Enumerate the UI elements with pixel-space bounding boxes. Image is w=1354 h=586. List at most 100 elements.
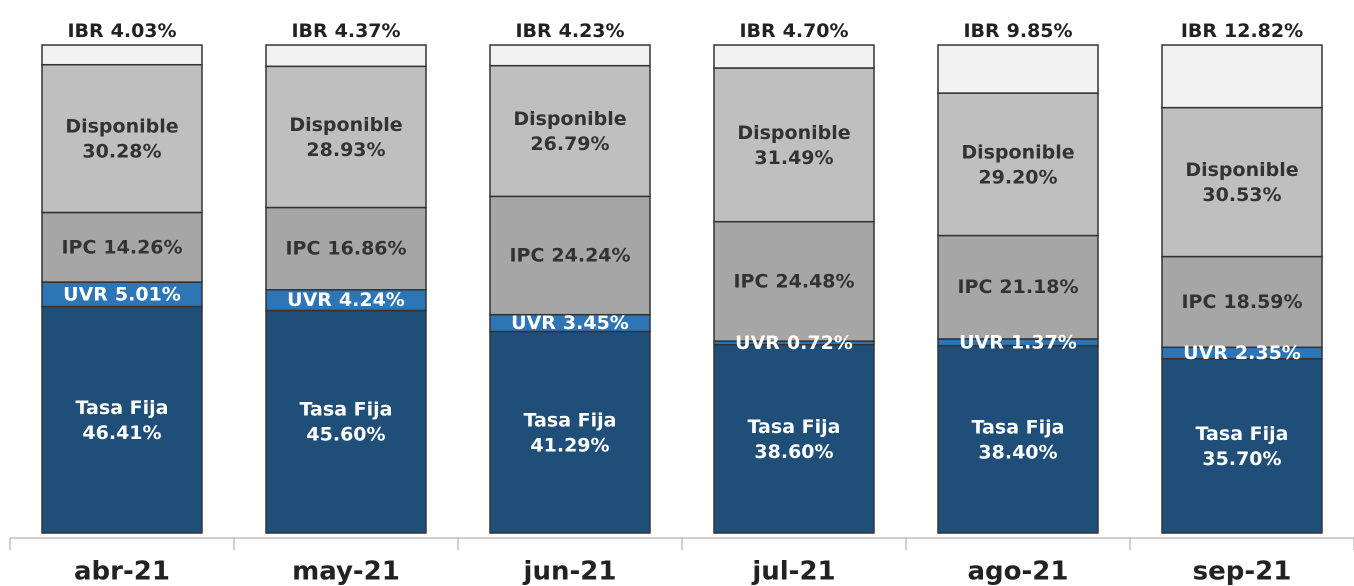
label-value: 4.24%	[339, 289, 405, 311]
data-label: IBR 4.37%	[291, 20, 400, 42]
label-name: IBR	[67, 20, 104, 42]
label-name: IPC	[1181, 290, 1216, 312]
bar-segment	[1161, 358, 1323, 534]
label-name: IBR	[515, 20, 552, 42]
bar-segment	[41, 63, 203, 214]
label-name: UVR	[959, 331, 1004, 353]
label-value: 16.86%	[327, 237, 406, 259]
data-label: IPC 24.24%	[509, 244, 630, 266]
bar-segment	[713, 44, 875, 69]
bar-segment	[489, 330, 651, 534]
label-value: 2.35%	[1235, 342, 1301, 364]
label-value: 14.26%	[103, 236, 182, 258]
bar-segment	[41, 44, 203, 66]
label-value: 46.41%	[82, 421, 161, 443]
label-name: UVR	[1183, 342, 1228, 364]
label-name: Tasa Fija	[748, 415, 841, 437]
x-tick-label: jun-21	[523, 557, 617, 586]
data-label: IPC 16.86%	[285, 237, 406, 259]
label-name: IPC	[61, 236, 96, 258]
bar-segment	[489, 195, 651, 316]
label-value: 5.01%	[115, 283, 181, 305]
bar-segment	[265, 206, 427, 291]
bar-segment	[265, 309, 427, 534]
data-label: IPC 18.59%	[1181, 290, 1302, 312]
label-name: Tasa Fija	[76, 396, 169, 418]
data-label: Tasa Fija 38.60%	[748, 415, 841, 462]
label-name: IPC	[285, 237, 320, 259]
label-value: 35.70%	[1202, 447, 1281, 469]
data-label: IBR 9.85%	[963, 20, 1072, 42]
label-name: Disponible	[1185, 159, 1298, 181]
label-name: IPC	[733, 270, 768, 292]
label-value: 41.29%	[530, 434, 609, 456]
label-value: 21.18%	[999, 276, 1078, 298]
data-label: Tasa Fija 38.40%	[972, 416, 1065, 463]
bar-segment	[489, 64, 651, 198]
label-value: 28.93%	[306, 138, 385, 160]
data-label: IPC 24.48%	[733, 270, 854, 292]
bar-segment	[713, 220, 875, 342]
x-tick-label: may-21	[292, 557, 400, 586]
label-value: 4.23%	[559, 20, 625, 42]
data-label: IBR 4.23%	[515, 20, 624, 42]
label-value: 4.37%	[335, 20, 401, 42]
data-label: IBR 12.82%	[1181, 20, 1303, 42]
label-value: 18.59%	[1223, 290, 1302, 312]
label-name: Disponible	[961, 141, 1074, 163]
data-label: Disponible 28.93%	[289, 113, 402, 160]
label-name: Tasa Fija	[524, 409, 617, 431]
data-label: UVR 5.01%	[63, 283, 181, 305]
label-value: 29.20%	[978, 166, 1057, 188]
label-name: IPC	[957, 276, 992, 298]
bar-segment	[265, 44, 427, 68]
data-label: UVR 2.35%	[1183, 342, 1301, 364]
data-label: IPC 14.26%	[61, 236, 182, 258]
bar-segment	[41, 281, 203, 308]
label-value: 4.03%	[111, 20, 177, 42]
bar-segment	[1161, 255, 1323, 349]
bar-segment	[713, 67, 875, 223]
data-label: Tasa Fija 35.70%	[1196, 422, 1289, 469]
bar-segment	[41, 305, 203, 534]
x-tick-label: jul-21	[751, 557, 835, 586]
label-value: 24.48%	[775, 270, 854, 292]
bar-segment	[937, 92, 1099, 237]
label-name: UVR	[287, 289, 332, 311]
data-label: UVR 0.72%	[735, 331, 853, 353]
label-value: 3.45%	[563, 312, 629, 334]
data-label: Disponible 30.28%	[65, 115, 178, 162]
label-name: IBR	[1181, 20, 1218, 42]
label-name: Disponible	[289, 113, 402, 135]
label-name: Tasa Fija	[300, 398, 393, 420]
x-tick-label: abr-21	[74, 557, 170, 586]
bar-segment	[265, 65, 427, 209]
label-name: Disponible	[513, 108, 626, 130]
bar-segment	[937, 44, 1099, 94]
bar-segment	[489, 44, 651, 67]
label-value: 38.40%	[978, 441, 1057, 463]
bar-segment	[937, 344, 1099, 534]
label-value: 1.37%	[1011, 331, 1077, 353]
label-value: 31.49%	[754, 146, 833, 168]
label-value: 24.24%	[551, 244, 630, 266]
data-label: UVR 3.45%	[511, 312, 629, 334]
data-label: Disponible 30.53%	[1185, 159, 1298, 206]
label-value: 45.60%	[306, 423, 385, 445]
label-name: IPC	[509, 244, 544, 266]
bar-segment	[937, 234, 1099, 340]
data-label: IBR 4.03%	[67, 20, 176, 42]
label-value: 0.72%	[787, 331, 853, 353]
label-value: 9.85%	[1007, 20, 1073, 42]
bar-segment	[713, 343, 875, 534]
label-value: 12.82%	[1224, 20, 1303, 42]
bar-segment	[1161, 106, 1323, 258]
data-label: Tasa Fija 41.29%	[524, 409, 617, 456]
label-value: 30.53%	[1202, 184, 1281, 206]
data-label: Disponible 26.79%	[513, 108, 626, 155]
data-label: Disponible 29.20%	[961, 141, 1074, 188]
label-name: UVR	[63, 283, 108, 305]
data-label: Tasa Fija 45.60%	[300, 398, 393, 445]
x-tick-label: sep-21	[1193, 557, 1292, 586]
label-value: 4.70%	[783, 20, 849, 42]
